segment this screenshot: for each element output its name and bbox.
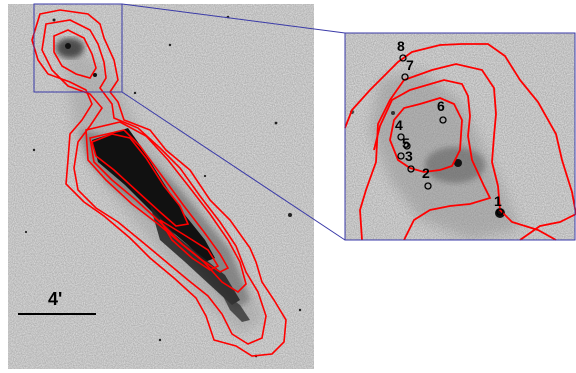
contour-4 <box>85 121 247 294</box>
contour-3 <box>53 29 97 79</box>
scale-bar-label: 4' <box>48 289 62 309</box>
scale-bar: 4' <box>18 289 96 315</box>
marker-label-4: 4 <box>395 117 403 133</box>
marker-circle-2 <box>424 182 432 190</box>
marker-circle-5 <box>403 142 411 150</box>
main-image-panel <box>8 3 314 369</box>
contour-core-2 <box>159 219 220 271</box>
inset-contour-outer <box>344 43 576 241</box>
contour-5 <box>89 129 230 273</box>
galaxy-core <box>92 128 215 262</box>
inset-frame <box>344 32 576 241</box>
marker-label-8: 8 <box>397 38 405 54</box>
marker-circle-6 <box>439 116 447 124</box>
marker-circle-4 <box>397 133 405 141</box>
inset-contour-4 <box>389 97 463 173</box>
inset-contour-3 <box>373 79 492 241</box>
marker-labels: 1 2 3 4 5 6 7 8 <box>395 38 502 209</box>
marker-circle-3 <box>407 165 415 173</box>
marker-label-1: 1 <box>494 193 502 209</box>
contour-lines <box>31 9 287 357</box>
contour-core <box>91 133 190 227</box>
marker-label-5: 5 <box>402 135 410 151</box>
marker-circle-7 <box>401 73 409 81</box>
field-stars <box>24 15 302 358</box>
inset-panel: 1 2 3 4 5 6 7 8 <box>344 32 576 241</box>
zoom-connectors <box>121 3 346 241</box>
marker-label-3: 3 <box>405 148 413 164</box>
inset-contours <box>344 43 576 241</box>
marker-label-2: 2 <box>422 165 430 181</box>
marker-circle-1 <box>496 208 504 216</box>
marker-label-6: 6 <box>437 98 445 114</box>
marker-circle-8 <box>399 54 407 62</box>
zoom-region-box <box>33 3 123 93</box>
inset-contour-2 <box>359 63 557 241</box>
marker-label-7: 7 <box>406 57 414 73</box>
source-markers <box>397 54 504 216</box>
contour-2 <box>41 19 267 345</box>
